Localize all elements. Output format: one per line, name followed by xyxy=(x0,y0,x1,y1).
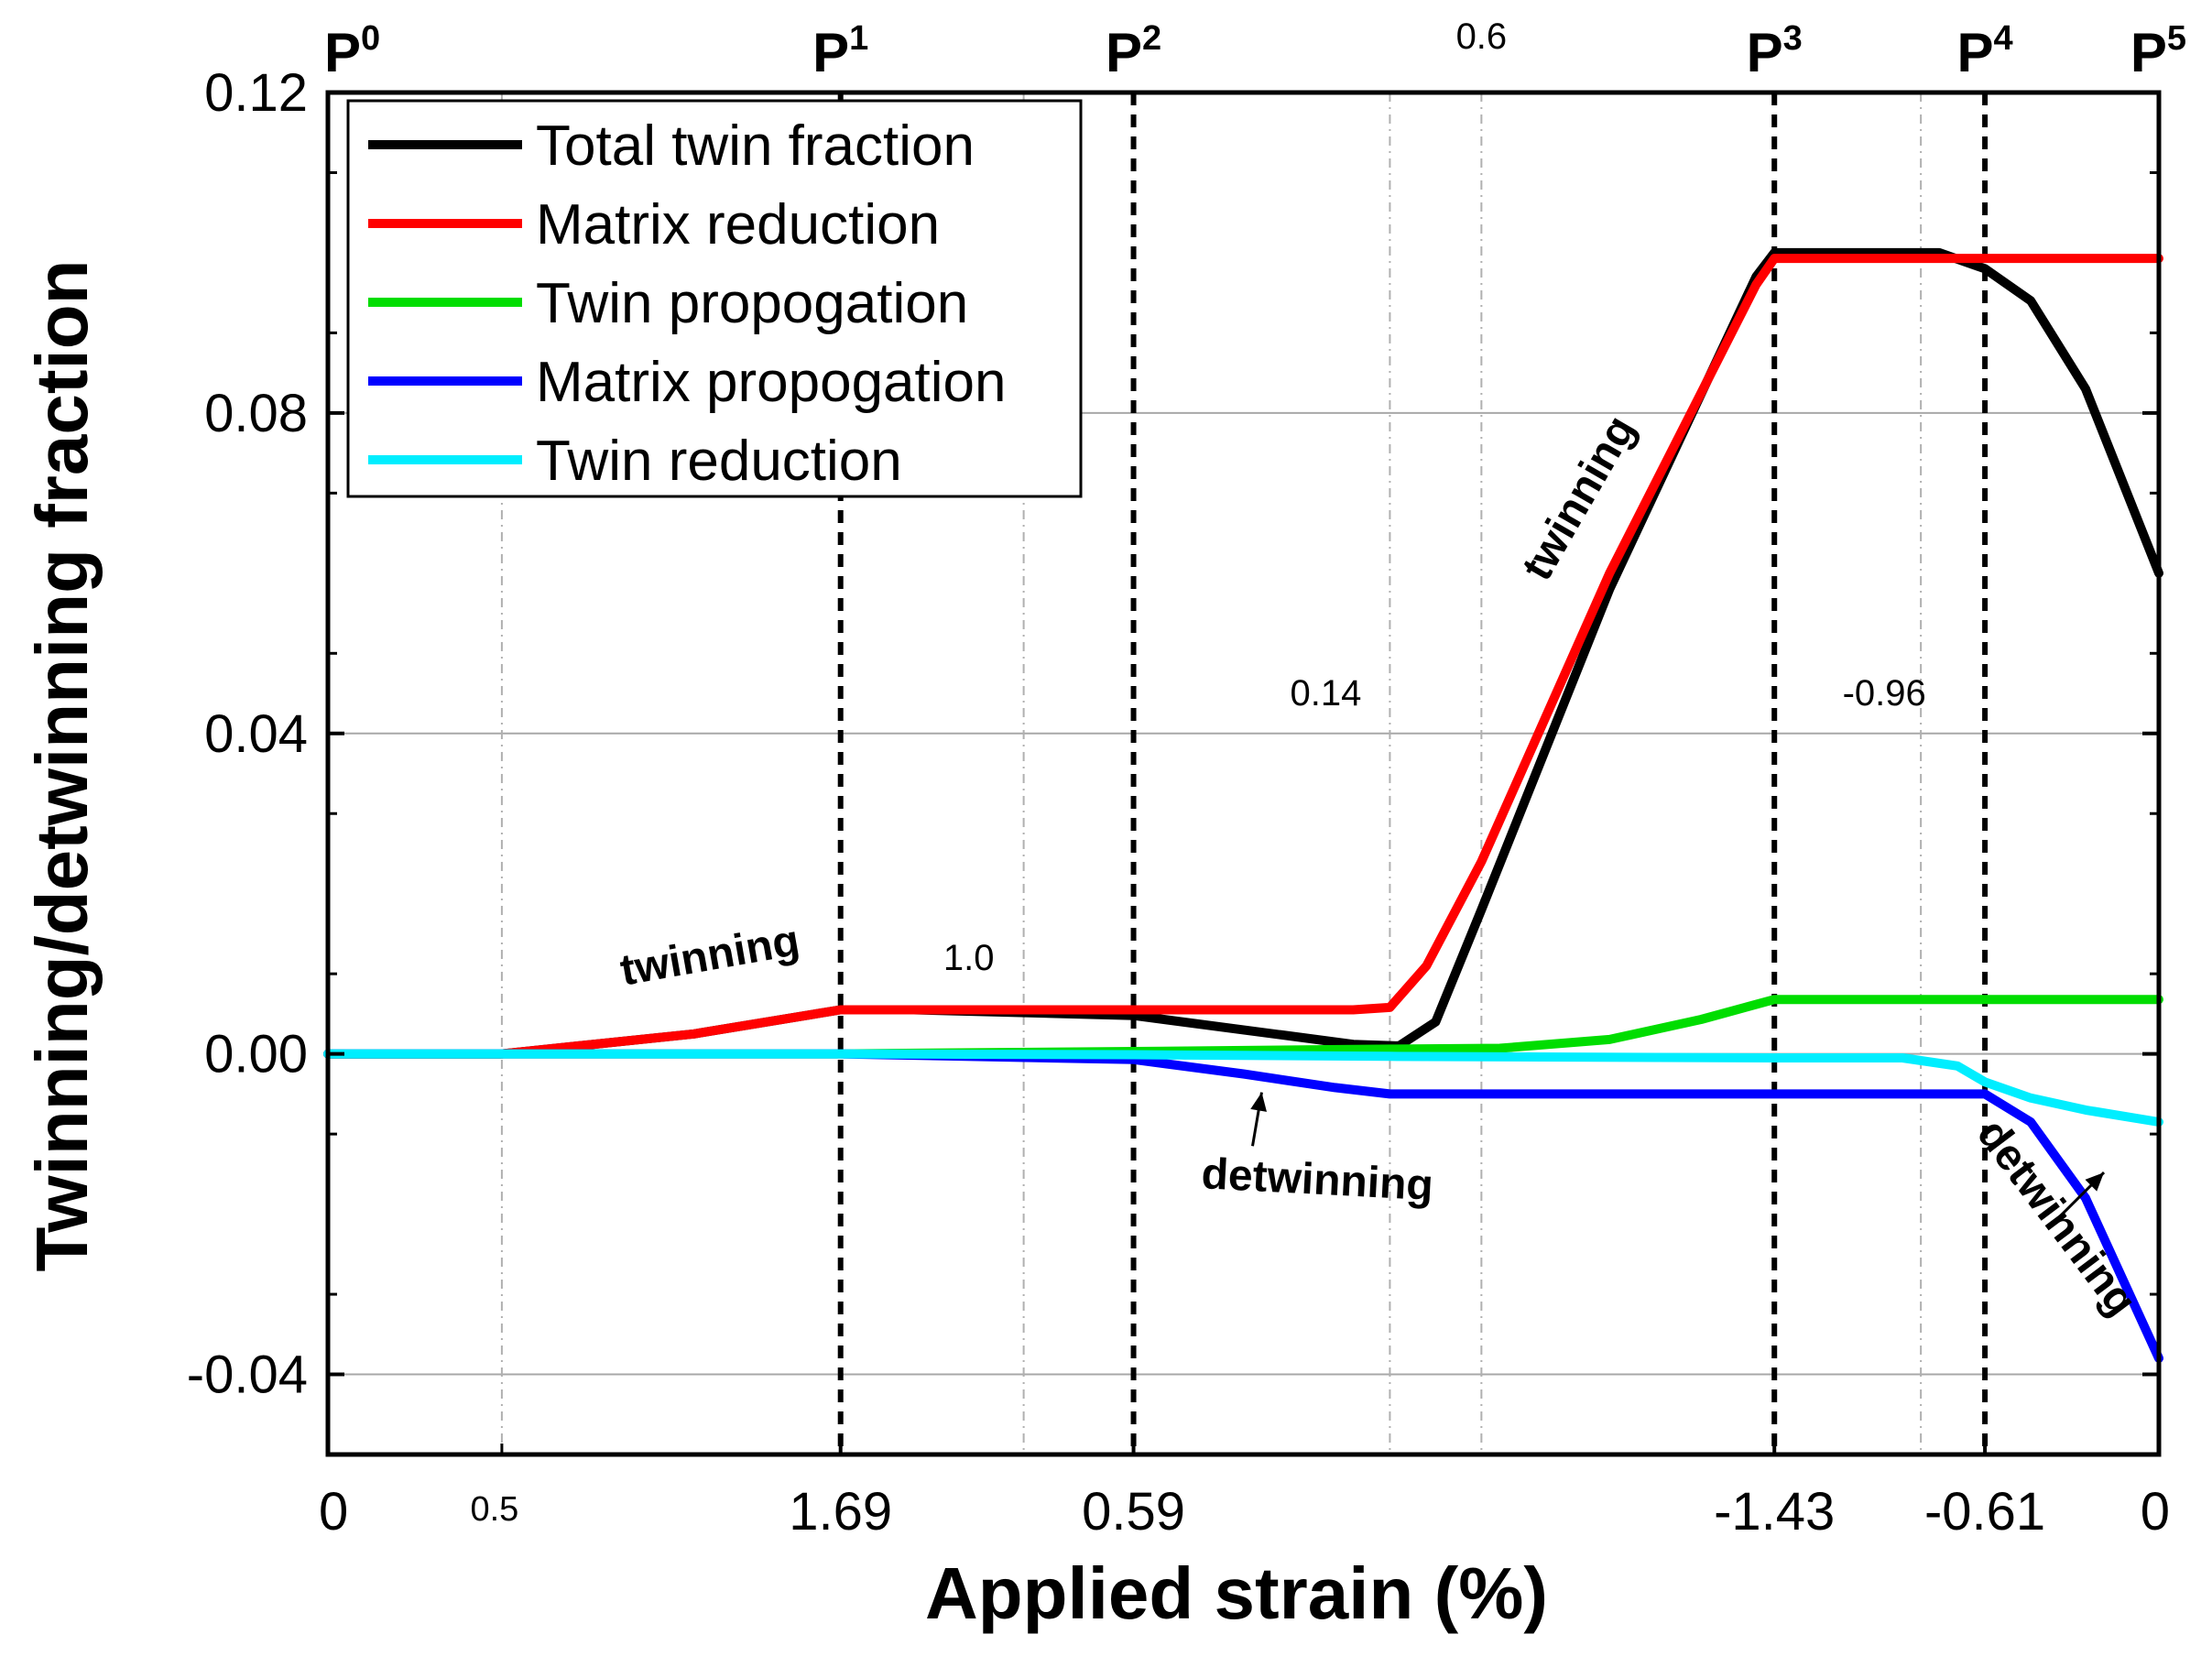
legend-label: Matrix propogation xyxy=(536,351,1007,414)
phase-label: P4 xyxy=(1957,19,2013,83)
phase-label: P1 xyxy=(812,19,868,83)
y-tick-label: 0.00 xyxy=(204,1025,308,1084)
annotation-label: twinning xyxy=(616,916,802,995)
phase-label: P2 xyxy=(1106,19,1161,83)
series-lines xyxy=(323,247,2163,1363)
phase-labels: P0 P1 P2 P3 P4 P5 xyxy=(324,19,2186,83)
legend-label: Twin propogation xyxy=(536,272,968,335)
phase-label-index: 3 xyxy=(1783,19,1803,58)
region-label: 1.0 xyxy=(943,938,995,978)
phase-label-letter: P xyxy=(1747,22,1783,83)
plot-frame xyxy=(325,90,2162,1457)
phase-label-letter: P xyxy=(812,22,849,83)
y-tick-label: -0.04 xyxy=(187,1346,308,1405)
phase-label-letter: P xyxy=(1106,22,1142,83)
series-line-matrix-propogation xyxy=(323,1049,2163,1363)
y-tick-label: 0.04 xyxy=(204,704,308,764)
phase-label: P0 xyxy=(324,19,380,83)
annotation-arrowhead xyxy=(2085,1172,2105,1192)
y-axis-title: Twinning/detwinning fraction xyxy=(21,259,103,1271)
annotation-label: detwinning xyxy=(1200,1149,1434,1210)
legend-label: Total twin fraction xyxy=(536,114,975,178)
series-line-twin-reduction xyxy=(323,1049,2163,1127)
legend: Total twin fraction Matrix reduction Twin … xyxy=(346,99,1083,498)
x-tick-label: 0.59 xyxy=(1082,1482,1185,1542)
x-tick-label: -1.43 xyxy=(1714,1482,1835,1542)
x-tick-label: -0.61 xyxy=(1924,1482,2045,1542)
phase-label-index: 2 xyxy=(1142,19,1161,58)
y-tick-label: 0.12 xyxy=(204,63,308,123)
x-tick-label: 0 xyxy=(2141,1482,2170,1542)
series-line-matrix-reduction xyxy=(323,254,2163,1059)
phase-label-letter: P xyxy=(1957,22,1994,83)
legend-label: Matrix reduction xyxy=(536,193,940,256)
annotation-label: detwinning xyxy=(1967,1110,2146,1324)
phase-label-letter: P xyxy=(324,22,361,83)
phase-label-index: 0 xyxy=(361,19,380,58)
x-tick-label: 0 xyxy=(319,1482,348,1542)
region-label: -0.96 xyxy=(1843,673,1926,714)
annotation-arrowhead xyxy=(1250,1092,1267,1112)
y-tick-label: 0.08 xyxy=(204,384,308,443)
legend-label: Twin reduction xyxy=(536,430,902,493)
phase-label: P5 xyxy=(2130,19,2186,83)
x-tick-label: 1.69 xyxy=(789,1482,892,1542)
region-label: 0.14 xyxy=(1291,673,1362,714)
phase-label-index: 1 xyxy=(849,19,868,58)
phase-label-index: 5 xyxy=(2167,19,2186,58)
phase-label-letter: P xyxy=(2130,22,2167,83)
plot-border xyxy=(325,90,2162,1457)
phase-label: P3 xyxy=(1747,19,1803,83)
x-axis-title: Applied strain (%) xyxy=(925,1552,1548,1634)
region-label: 0.6 xyxy=(1456,16,1508,57)
x-minor-tick-label: 0.5 xyxy=(470,1490,518,1529)
axis-ticks: 0.12 0.08 0.04 0.00 -0.04 0 1.69 0.59 -1.43 -0.61… xyxy=(187,63,2170,1542)
phase-label-index: 4 xyxy=(1994,19,2013,58)
